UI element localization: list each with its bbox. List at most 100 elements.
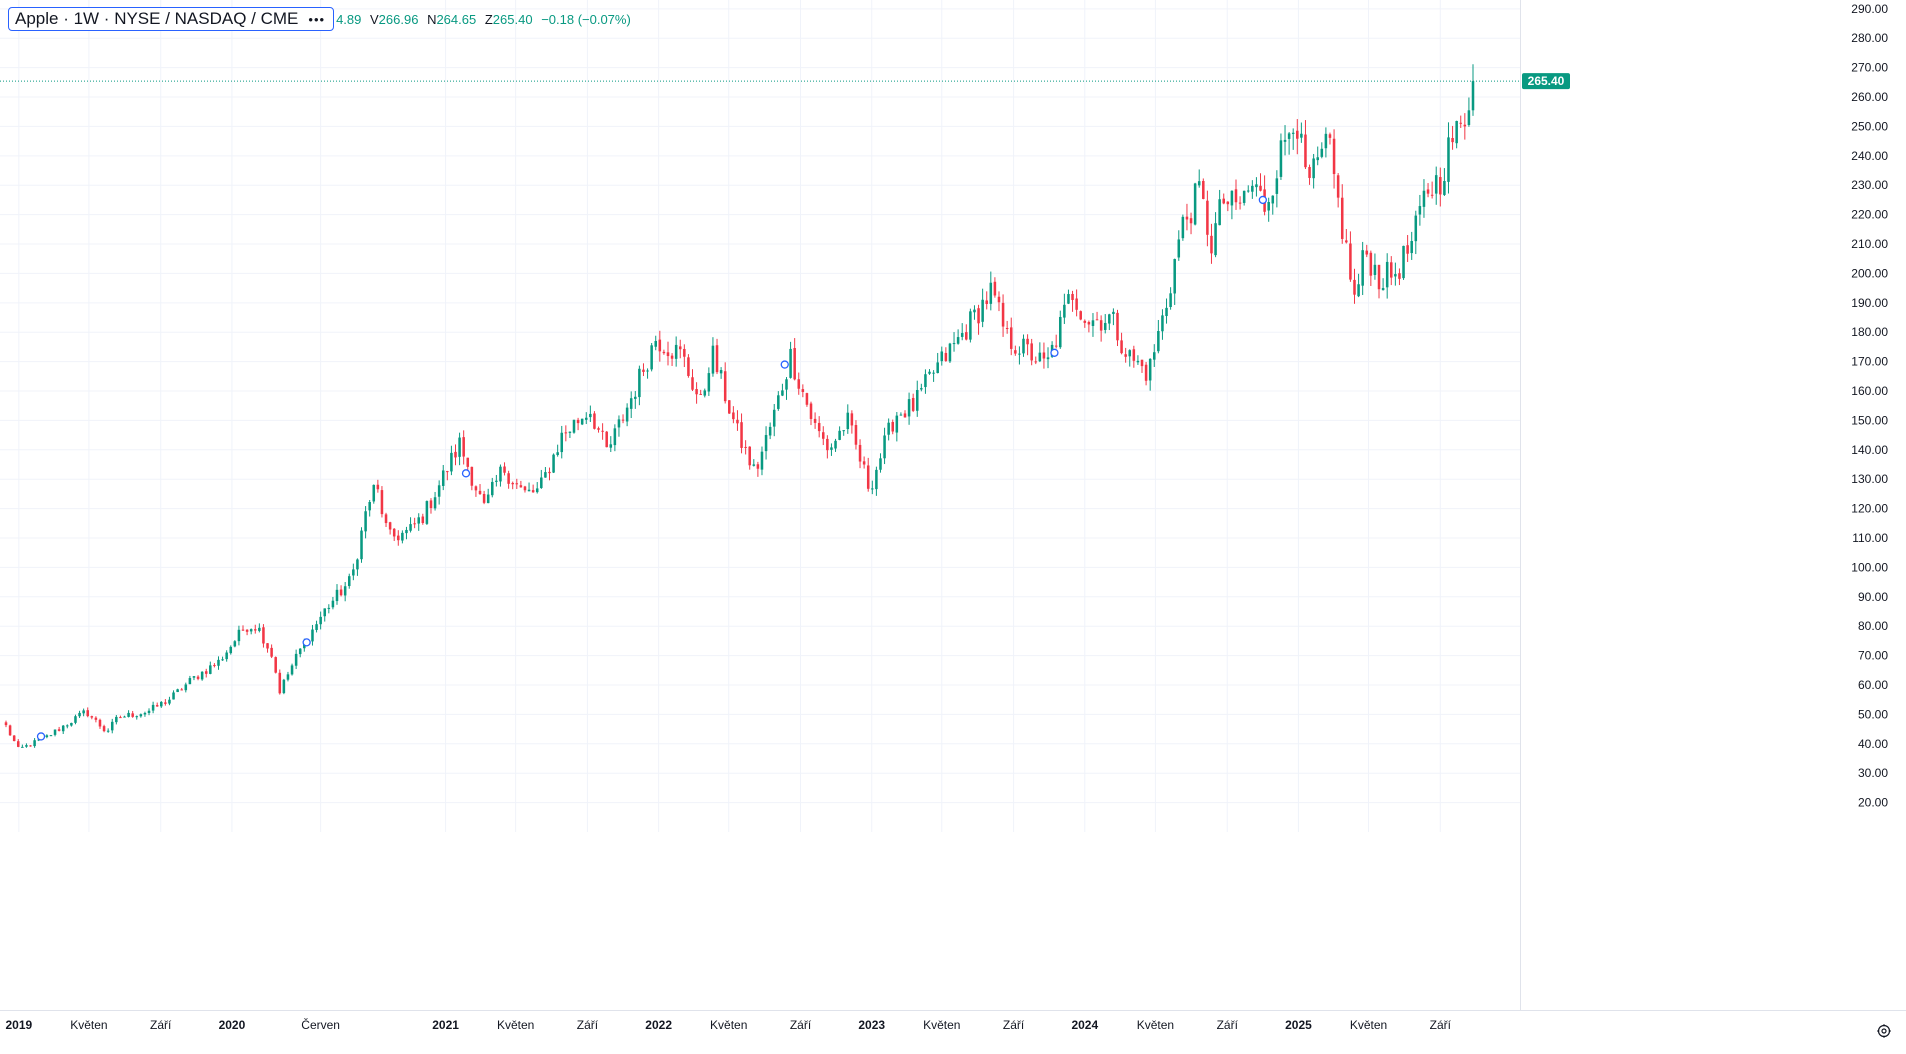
dividend-marker-icon[interactable]: [36, 732, 46, 741]
candle-body: [1222, 198, 1225, 204]
symbol-legend-box[interactable]: Apple · 1W · NYSE / NASDAQ / CME •••: [8, 7, 335, 31]
candle-body: [372, 484, 376, 502]
candle: [924, 369, 927, 394]
candle: [981, 288, 984, 328]
change-value: −0.18 (−0.07%): [541, 11, 631, 27]
candle: [364, 506, 367, 539]
price-tick-label: 270.00: [1851, 61, 1888, 75]
candle-body: [1447, 137, 1450, 182]
candle-body: [666, 352, 670, 357]
dividend-marker-icon[interactable]: [780, 360, 789, 369]
dividend-marker-icon[interactable]: [1050, 348, 1059, 357]
candle-body: [98, 719, 102, 727]
candle-body: [441, 470, 445, 486]
candle-body: [233, 641, 237, 647]
candle: [920, 383, 923, 392]
candle-body: [1251, 185, 1254, 192]
candle-body: [875, 469, 878, 490]
candle-body: [21, 746, 24, 748]
dividend-marker-icon[interactable]: [302, 638, 311, 647]
candle: [785, 377, 788, 400]
candle-body: [1459, 122, 1463, 124]
more-horizontal-icon[interactable]: •••: [308, 11, 326, 27]
candle: [441, 464, 445, 491]
candle-body: [94, 717, 98, 720]
candle-body: [584, 417, 588, 420]
candle: [1018, 346, 1021, 365]
candle: [1242, 190, 1246, 206]
candle-body: [576, 419, 580, 424]
candle-body: [1308, 167, 1311, 178]
price-tick-label: 50.00: [1858, 707, 1888, 721]
candle: [294, 649, 298, 670]
candle: [875, 466, 878, 496]
candle: [229, 645, 233, 655]
candle-body: [204, 671, 208, 674]
candle-body: [433, 497, 437, 509]
candle: [609, 436, 613, 453]
candle-body: [772, 409, 776, 427]
candle-body: [719, 370, 723, 374]
candle: [409, 517, 412, 533]
candle: [1365, 244, 1369, 258]
candle-body: [380, 490, 384, 515]
candle: [915, 380, 919, 417]
candle-body: [499, 466, 502, 482]
candle-body: [29, 745, 32, 747]
candle-body: [1144, 364, 1148, 381]
high-value: 266.96: [378, 11, 419, 27]
candle-body: [752, 464, 756, 466]
candle: [200, 671, 204, 681]
candle: [646, 368, 649, 379]
candle: [143, 711, 147, 717]
candle-body: [119, 717, 122, 719]
gear-icon[interactable]: [1874, 1021, 1894, 1041]
candle-body: [915, 390, 919, 411]
candle: [1083, 319, 1087, 328]
candle-body: [327, 607, 331, 609]
candle-body: [1173, 259, 1176, 294]
candle: [1193, 182, 1197, 226]
candle: [1467, 97, 1471, 127]
candle-body: [989, 282, 993, 304]
candle: [703, 388, 707, 398]
dividend-marker-icon[interactable]: [1258, 195, 1267, 205]
candle-body: [531, 490, 535, 493]
candle: [842, 430, 845, 436]
candle-body: [1418, 206, 1422, 215]
candle: [650, 343, 653, 372]
price-axis[interactable]: 20.00 30.00 40.00 50.00 60.00 70.00 80.00 90.00…: [1520, 0, 1889, 1010]
candle-body: [1218, 199, 1221, 226]
candle: [1177, 230, 1181, 261]
candle-body: [1120, 340, 1123, 354]
time-axis[interactable]: 2019 Květen Září 2020 Červen 2021 Květen Září 20…: [0, 1010, 1906, 1033]
candle: [956, 329, 960, 345]
candle-body: [515, 483, 519, 485]
candle-body: [993, 281, 997, 296]
dividend-marker-icon[interactable]: [461, 469, 471, 478]
candle: [311, 624, 314, 646]
candle-body: [977, 308, 980, 324]
candle: [1120, 332, 1123, 355]
candle: [110, 718, 114, 734]
candle-body: [785, 379, 788, 390]
symbol-title[interactable]: Apple · 1W · NYSE / NASDAQ / CME: [15, 9, 299, 28]
candle: [507, 470, 510, 489]
candle-body: [1193, 183, 1197, 225]
candle: [871, 480, 874, 495]
candle-body: [748, 446, 751, 466]
time-tick-label: 2024: [1071, 1018, 1098, 1032]
candle: [838, 426, 841, 441]
candle-body: [846, 412, 850, 430]
candle-body: [830, 447, 833, 450]
candle-body: [1095, 319, 1099, 321]
candle-body: [695, 388, 698, 395]
candle-body: [311, 629, 314, 642]
candle: [674, 336, 678, 367]
candle: [789, 341, 792, 379]
candle: [437, 480, 441, 505]
candle-body: [1259, 185, 1262, 191]
time-tick-label: Září: [1430, 1018, 1452, 1032]
